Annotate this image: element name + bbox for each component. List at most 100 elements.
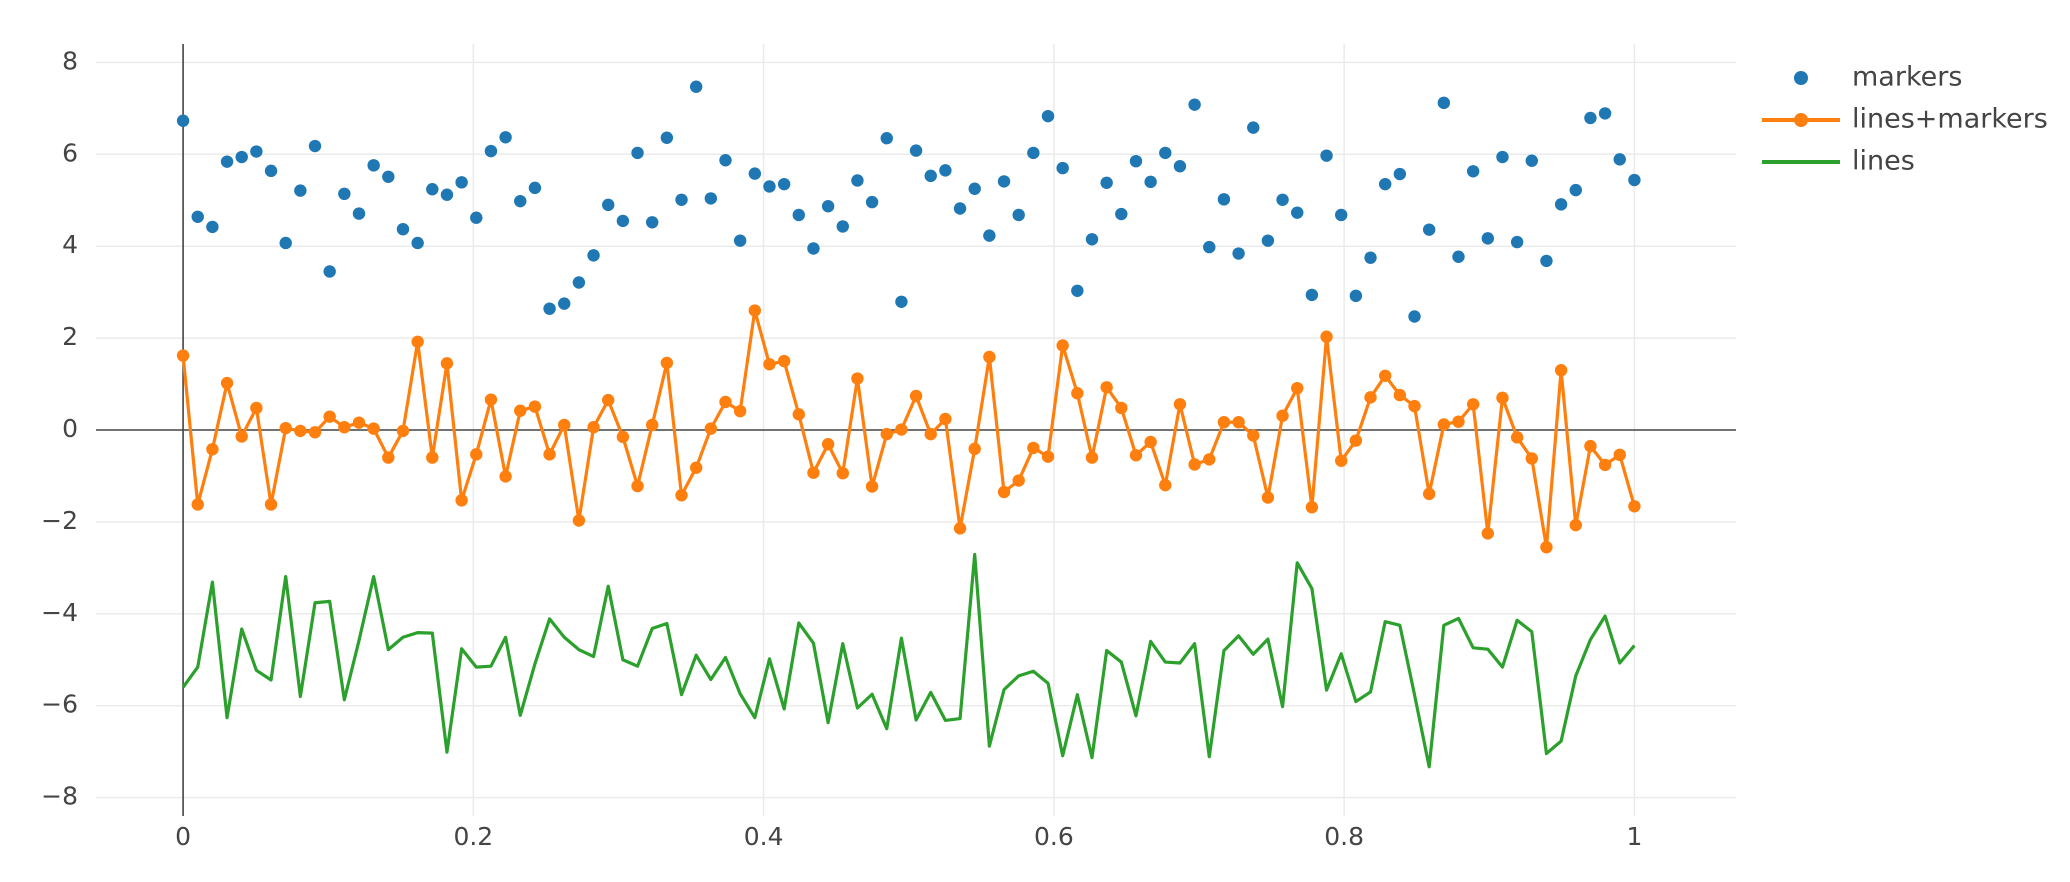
- data-point: [1320, 330, 1333, 343]
- data-point: [1510, 431, 1524, 444]
- data-point: [1393, 388, 1407, 402]
- data-point: [235, 430, 248, 443]
- data-point: [1525, 452, 1538, 465]
- data-point: [1173, 398, 1187, 411]
- y-tick-label: −4: [41, 598, 78, 627]
- data-point: [777, 354, 791, 368]
- data-point: [1085, 233, 1099, 246]
- data-point: [1071, 284, 1084, 297]
- data-point: [470, 448, 483, 461]
- data-point: [323, 265, 336, 278]
- data-point: [528, 181, 542, 195]
- data-point: [924, 427, 937, 441]
- data-point: [587, 421, 600, 434]
- legend-item[interactable]: markers: [1794, 62, 1962, 93]
- data-point: [631, 146, 644, 160]
- data-point: [1378, 369, 1392, 382]
- data-point: [1261, 491, 1275, 504]
- data-point: [675, 193, 688, 206]
- data-point: [1437, 418, 1451, 431]
- data-point: [1159, 146, 1172, 160]
- data-point: [675, 489, 688, 502]
- data-point: [733, 234, 747, 247]
- data-point: [411, 236, 424, 250]
- data-point: [807, 466, 820, 479]
- data-point: [206, 220, 219, 234]
- data-point: [645, 418, 659, 432]
- data-point: [645, 216, 659, 229]
- data-point: [851, 174, 864, 187]
- data-point: [865, 480, 879, 493]
- data-point: [1540, 254, 1553, 268]
- data-point: [191, 210, 204, 223]
- data-point: [308, 139, 322, 153]
- series-lines-markers: [176, 304, 1641, 554]
- legend-marker-swatch: [1794, 71, 1808, 85]
- data-point: [1481, 232, 1495, 245]
- data-point: [1598, 458, 1612, 472]
- data-point: [1349, 289, 1363, 303]
- series-line: [181, 308, 1636, 549]
- data-point: [455, 176, 468, 189]
- data-point: [484, 393, 498, 406]
- data-point: [191, 498, 204, 511]
- data-point: [909, 144, 923, 157]
- data-point: [1613, 153, 1626, 166]
- legend[interactable]: markers lines+markers lines: [1762, 62, 2048, 177]
- data-point: [1129, 449, 1143, 462]
- data-point: [440, 357, 454, 370]
- data-point: [953, 202, 967, 215]
- data-point: [1437, 96, 1451, 110]
- data-point: [1305, 288, 1319, 302]
- data-point: [426, 451, 439, 464]
- legend-item[interactable]: lines: [1762, 146, 1915, 177]
- data-point: [880, 132, 893, 145]
- x-axis-ticks: 0 0.2 0.4 0.6 0.8 1: [175, 822, 1642, 851]
- data-point: [836, 220, 849, 233]
- data-point: [426, 183, 439, 196]
- data-point: [1466, 165, 1480, 178]
- data-point: [338, 421, 351, 434]
- data-point: [983, 350, 996, 364]
- data-point: [689, 80, 703, 93]
- series-markers: [176, 80, 1641, 323]
- data-point: [1393, 167, 1407, 181]
- data-point: [1335, 454, 1348, 467]
- data-point: [1364, 391, 1377, 404]
- data-point: [1510, 235, 1524, 249]
- x-tick-label: 0.4: [744, 822, 784, 851]
- data-point: [748, 304, 762, 317]
- data-point: [719, 395, 732, 409]
- data-point: [602, 393, 615, 407]
- data-point: [865, 195, 879, 209]
- data-point: [1012, 474, 1025, 487]
- y-tick-label: 4: [62, 230, 78, 259]
- data-point: [1496, 391, 1509, 405]
- data-point: [1364, 251, 1377, 264]
- data-point: [352, 416, 366, 429]
- data-point: [176, 114, 190, 127]
- data-point: [1115, 401, 1128, 415]
- data-point: [1291, 381, 1304, 395]
- data-point: [616, 214, 630, 228]
- data-point: [279, 236, 292, 250]
- data-point: [250, 401, 263, 415]
- data-point: [294, 184, 307, 197]
- data-point: [382, 170, 395, 184]
- legend-item[interactable]: lines+markers: [1762, 104, 2048, 135]
- data-point: [719, 154, 732, 167]
- data-point: [1115, 207, 1128, 221]
- data-point: [1525, 154, 1538, 167]
- data-point: [352, 207, 366, 220]
- data-point: [851, 372, 864, 385]
- y-tick-label: 6: [62, 138, 78, 167]
- data-point: [763, 358, 776, 371]
- data-point: [631, 479, 644, 493]
- data-point: [1129, 154, 1143, 168]
- data-point: [440, 188, 454, 201]
- legend-label: lines+markers: [1852, 104, 2048, 135]
- data-point: [470, 211, 483, 224]
- data-point: [1496, 150, 1509, 164]
- data-point: [1335, 208, 1348, 222]
- data-point: [499, 470, 512, 483]
